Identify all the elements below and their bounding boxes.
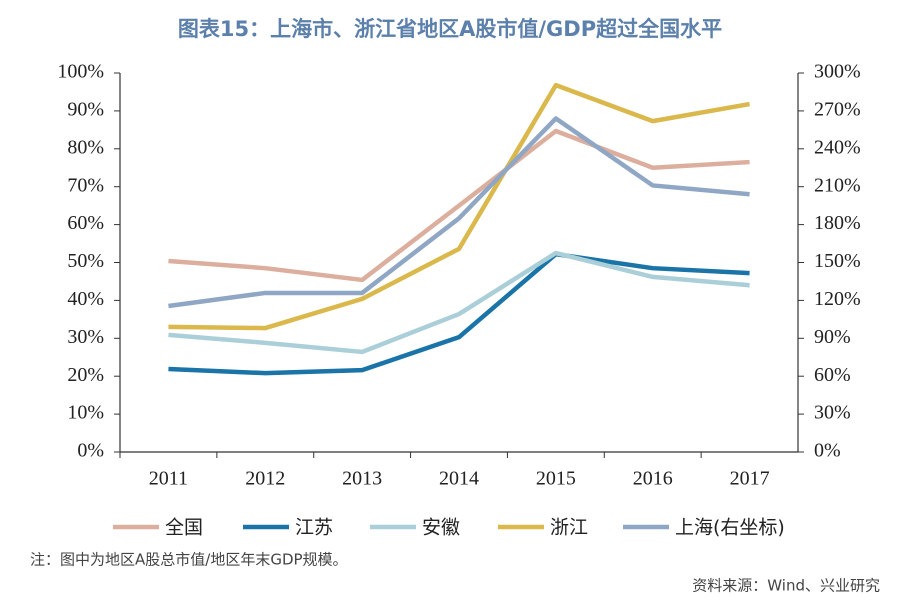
x-tick-label: 2011 <box>149 468 188 490</box>
y-tick-label: 80% <box>67 136 104 158</box>
x-tick-label: 2014 <box>439 468 479 490</box>
series-line <box>168 116 750 309</box>
series-line <box>168 128 750 283</box>
y-tick-label: 90% <box>67 98 104 120</box>
y2-tick-label: 90% <box>814 326 851 348</box>
legend-label: 全国 <box>165 517 203 539</box>
y-tick-label: 60% <box>67 212 104 234</box>
x-tick-label: 2015 <box>536 468 576 490</box>
series-line <box>168 250 750 355</box>
y2-tick-label: 60% <box>814 364 851 386</box>
y2-tick-label: 240% <box>814 136 861 158</box>
y-tick-label: 0% <box>77 440 104 462</box>
y2-tick-label: 0% <box>814 440 841 462</box>
legend-label: 江苏 <box>295 517 333 539</box>
x-tick-label: 2013 <box>342 468 382 490</box>
x-tick-label: 2016 <box>633 468 673 490</box>
x-tick-label: 2017 <box>730 468 770 490</box>
source: 资料来源：Wind、兴业研究 <box>692 577 880 595</box>
y2-tick-label: 30% <box>814 402 851 424</box>
chart-title: 图表15：上海市、浙江省地区A股市值/GDP超过全国水平 <box>178 17 722 41</box>
y2-tick-label: 270% <box>814 98 861 120</box>
x-tick-label: 2012 <box>245 468 285 490</box>
y-tick-label: 100% <box>57 61 104 83</box>
series-line <box>168 251 750 376</box>
y-tick-label: 40% <box>67 288 104 310</box>
y-tick-label: 20% <box>67 364 104 386</box>
y2-tick-label: 300% <box>814 61 861 83</box>
series-line <box>168 82 750 331</box>
y-tick-label: 70% <box>67 174 104 196</box>
y-tick-label: 50% <box>67 250 104 272</box>
y2-tick-label: 120% <box>814 288 861 310</box>
legend-label: 上海(右坐标) <box>675 517 785 539</box>
legend-label: 安徽 <box>422 517 460 539</box>
note: 注：图中为地区A股总市值/地区年末GDP规模。 <box>30 551 348 569</box>
y2-tick-label: 210% <box>814 174 861 196</box>
legend-label: 浙江 <box>550 517 588 539</box>
y-tick-label: 30% <box>67 326 104 348</box>
y2-tick-label: 150% <box>814 250 861 272</box>
y2-tick-label: 180% <box>814 212 861 234</box>
y-tick-label: 10% <box>67 402 104 424</box>
